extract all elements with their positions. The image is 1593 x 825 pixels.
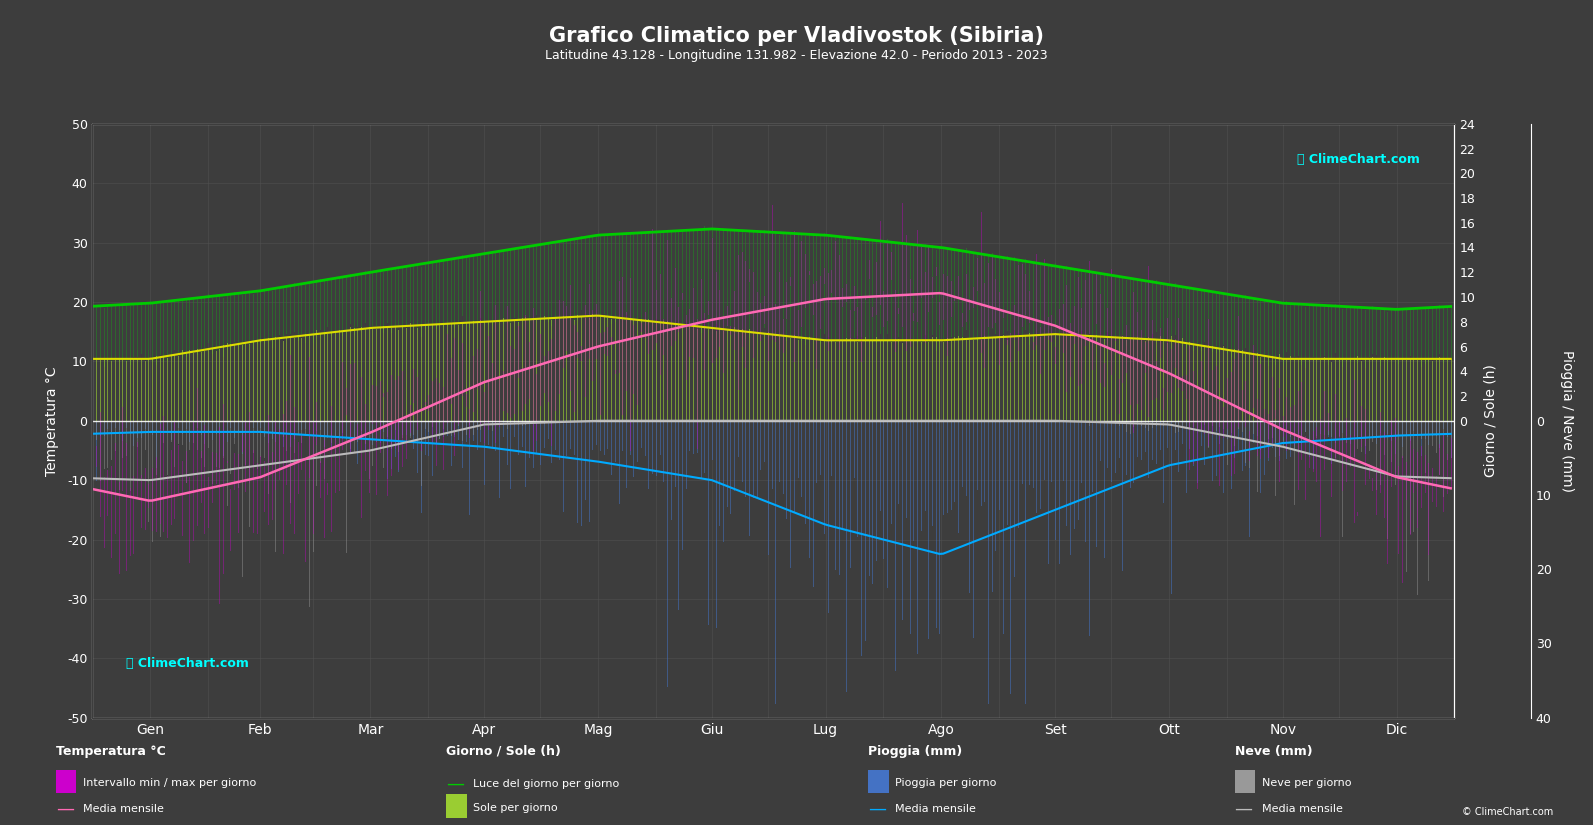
Text: —: —	[1235, 799, 1252, 818]
Text: —: —	[446, 775, 464, 793]
Y-axis label: Giorno / Sole (h): Giorno / Sole (h)	[1483, 365, 1497, 477]
Text: Media mensile: Media mensile	[895, 804, 977, 813]
Text: Media mensile: Media mensile	[83, 804, 164, 813]
Text: 🌍 ClimeChart.com: 🌍 ClimeChart.com	[1297, 153, 1421, 167]
Text: Pioggia per giorno: Pioggia per giorno	[895, 778, 997, 788]
Text: Pioggia (mm): Pioggia (mm)	[868, 745, 962, 758]
Text: © ClimeChart.com: © ClimeChart.com	[1462, 807, 1553, 817]
Text: Intervallo min / max per giorno: Intervallo min / max per giorno	[83, 778, 256, 788]
Y-axis label: Pioggia / Neve (mm): Pioggia / Neve (mm)	[1560, 350, 1574, 492]
Text: 🌍 ClimeChart.com: 🌍 ClimeChart.com	[126, 658, 250, 670]
Text: —: —	[56, 799, 73, 818]
Text: Grafico Climatico per Vladivostok (Sibiria): Grafico Climatico per Vladivostok (Sibir…	[550, 26, 1043, 46]
Text: Giorno / Sole (h): Giorno / Sole (h)	[446, 745, 561, 758]
Text: Luce del giorno per giorno: Luce del giorno per giorno	[473, 779, 620, 789]
Y-axis label: Temperatura °C: Temperatura °C	[45, 366, 59, 475]
Text: Media mensile: Media mensile	[1262, 804, 1343, 813]
Text: Neve (mm): Neve (mm)	[1235, 745, 1313, 758]
Text: —: —	[868, 799, 886, 818]
Text: Latitudine 43.128 - Longitudine 131.982 - Elevazione 42.0 - Periodo 2013 - 2023: Latitudine 43.128 - Longitudine 131.982 …	[545, 50, 1048, 63]
Text: Neve per giorno: Neve per giorno	[1262, 778, 1351, 788]
Text: Temperatura °C: Temperatura °C	[56, 745, 166, 758]
Text: Sole per giorno: Sole per giorno	[473, 803, 558, 813]
